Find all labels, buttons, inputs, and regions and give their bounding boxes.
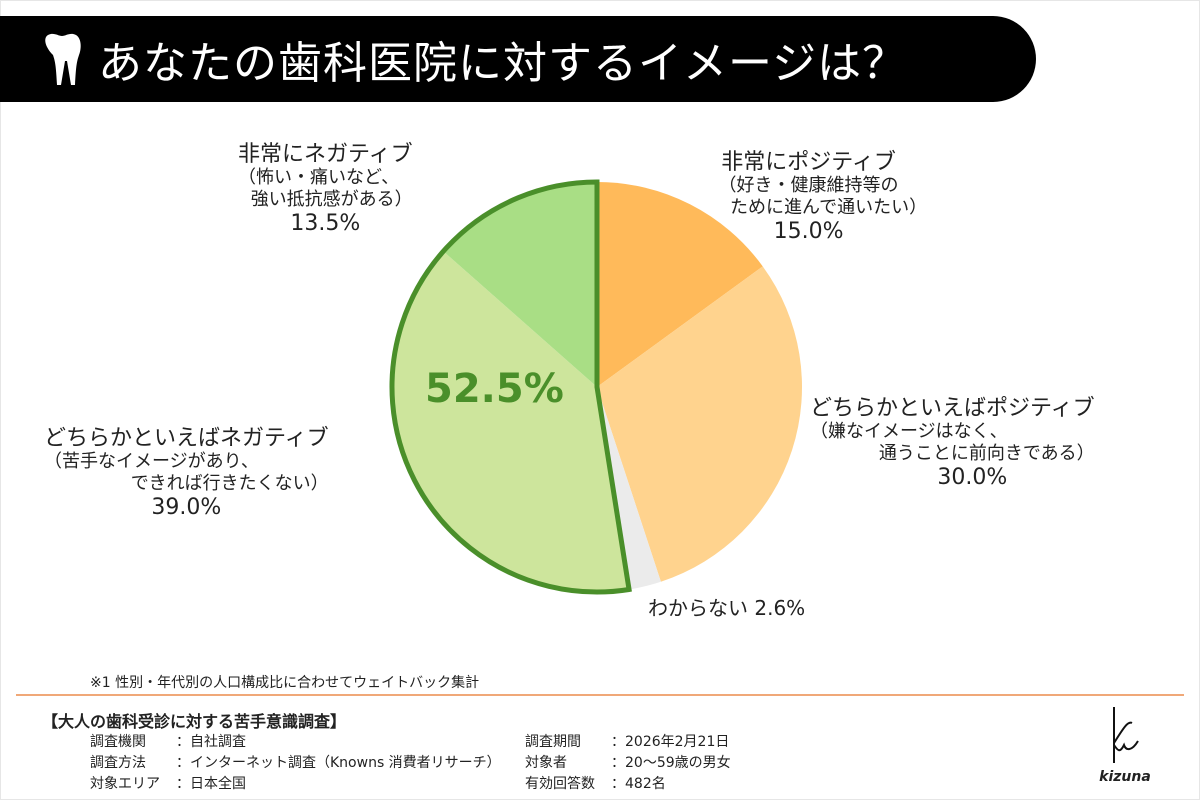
label-percent: 13.5% xyxy=(290,211,361,236)
kizuna-logo: kizuna xyxy=(1095,705,1155,785)
label-name: 非常にポジティブ xyxy=(721,150,896,175)
label-negative: どちらかといえばネガティブ （苦手なイメージがあり、 できれば行きたくない） 3… xyxy=(44,426,329,520)
label-note: できれば行きたくない） xyxy=(130,473,329,494)
info-key: 対象者 xyxy=(525,755,567,771)
tooth-icon xyxy=(45,33,81,85)
info-row: 調査方法 ：インターネット調査（Knowns 消費者リサーチ） xyxy=(90,753,501,774)
info-key: 調査方法 xyxy=(90,755,146,771)
label-note: （嫌なイメージはなく、 xyxy=(810,421,1008,442)
page-title: あなたの歯科医院に対するイメージは？ xyxy=(98,38,908,89)
info-key: 対象エリア xyxy=(90,776,160,792)
pie-slice-1 xyxy=(597,266,802,582)
label-positive: どちらかといえばポジティブ （嫌なイメージはなく、 通うことに前向きである） 3… xyxy=(810,396,1095,490)
label-very-positive: 非常にポジティブ （好き・健康維持等の ために進んで通いたい） 15.0% xyxy=(690,150,928,244)
survey-info-left: 調査機関 ：自社調査 調査方法 ：インターネット調査（Knowns 消費者リサーチ）… xyxy=(90,732,501,795)
label-note: （好き・健康維持等の xyxy=(718,175,899,196)
label-note: ために進んで通いたい） xyxy=(730,197,928,218)
info-value: ：日本全国 xyxy=(176,776,246,792)
pie-slice-3 xyxy=(392,251,629,592)
label-note: 強い抵抗感がある） xyxy=(250,189,413,210)
info-value: ：20〜59歳の男女 xyxy=(611,755,731,771)
info-value: ：482名 xyxy=(611,776,666,792)
info-key: 調査期間 xyxy=(525,734,581,750)
label-note: 通うことに前向きである） xyxy=(878,443,1095,464)
info-value: ：自社調査 xyxy=(176,734,246,750)
logo-text: kizuna xyxy=(1099,769,1151,785)
pie-slice-2 xyxy=(597,387,661,590)
label-note: （怖い・痛いなど、 xyxy=(238,167,400,188)
label-name: 非常にネガティブ xyxy=(238,142,413,167)
info-value: ：インターネット調査（Knowns 消費者リサーチ） xyxy=(176,755,501,771)
info-row: 調査期間 ：2026年2月21日 xyxy=(525,732,731,753)
info-row: 対象エリア ：日本全国 xyxy=(90,774,501,795)
label-percent: 30.0% xyxy=(937,465,1008,490)
info-row: 対象者 ：20〜59歳の男女 xyxy=(525,753,731,774)
info-row: 有効回答数 ：482名 xyxy=(525,774,731,795)
info-key: 調査機関 xyxy=(90,734,146,750)
survey-info-right: 調査期間 ：2026年2月21日 対象者 ：20〜59歳の男女 有効回答数 ：482名 xyxy=(525,732,731,795)
title-bar: あなたの歯科医院に対するイメージは？ xyxy=(0,16,1036,102)
label-name: どちらかといえばネガティブ xyxy=(44,426,329,451)
logo-mark xyxy=(1113,707,1139,763)
label-percent: 15.0% xyxy=(773,219,844,244)
divider xyxy=(16,694,1184,696)
info-key: 有効回答数 xyxy=(525,776,595,792)
label-very-negative: 非常にネガティブ （怖い・痛いなど、 強い抵抗感がある） 13.5% xyxy=(238,142,413,236)
survey-title: 【大人の歯科受診に対する苦手意識調査】 xyxy=(42,712,347,731)
label-unknown: わからない 2.6% xyxy=(648,596,806,620)
label-name: どちらかといえばポジティブ xyxy=(810,396,1095,421)
pie-slice-4 xyxy=(443,182,597,387)
label-percent: 39.0% xyxy=(151,495,222,520)
pie-slice-0 xyxy=(597,182,763,387)
info-value: ：2026年2月21日 xyxy=(611,734,730,750)
footnote: ※1 性別・年代別の人口構成比に合わせてウェイトバック集計 xyxy=(90,675,480,691)
negative-highlight-outline xyxy=(389,179,632,595)
negative-total-label: 52.5% xyxy=(425,366,564,412)
label-note: （苦手なイメージがあり、 xyxy=(44,451,259,472)
info-row: 調査機関 ：自社調査 xyxy=(90,732,501,753)
